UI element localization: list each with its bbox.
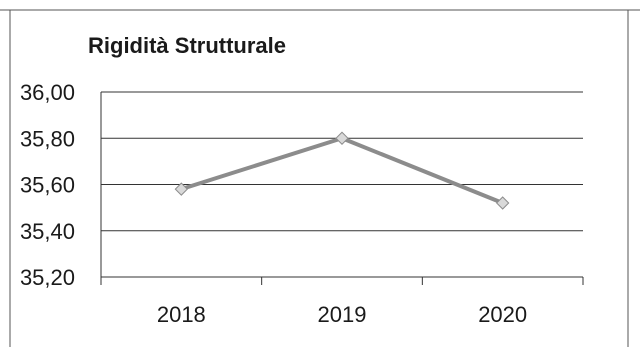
data-point-marker bbox=[335, 131, 349, 145]
chart-title: Rigidità Strutturale bbox=[88, 33, 287, 58]
axes bbox=[100, 92, 584, 285]
series bbox=[174, 131, 510, 210]
x-tick-label: 2020 bbox=[478, 302, 527, 327]
y-tick-label: 36,00 bbox=[20, 80, 75, 105]
data-point-marker bbox=[174, 182, 189, 196]
data-point-marker bbox=[495, 196, 510, 210]
x-tick-label: 2018 bbox=[157, 302, 206, 327]
series-line bbox=[180, 136, 504, 205]
y-tick-label: 35,80 bbox=[20, 126, 75, 151]
y-tick-label: 35,60 bbox=[20, 173, 75, 198]
gridlines bbox=[101, 91, 583, 278]
x-tick-label: 2019 bbox=[318, 302, 367, 327]
y-tick-label: 35,20 bbox=[20, 265, 75, 290]
y-tick-label: 35,40 bbox=[20, 219, 75, 244]
tick-labels: 36,00 35,80 35,60 35,40 35,20 2018 2019 2020 bbox=[20, 80, 527, 327]
